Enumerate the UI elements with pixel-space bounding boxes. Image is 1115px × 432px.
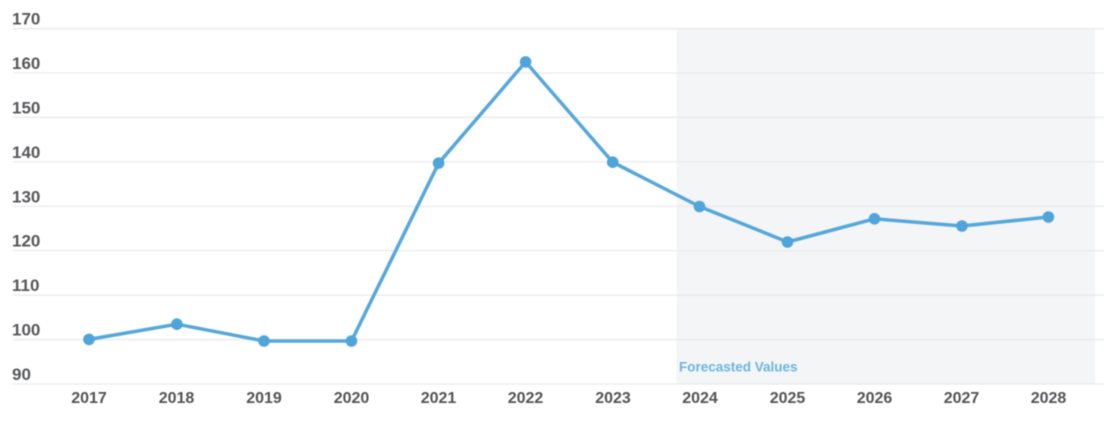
svg-text:120: 120 [12,232,40,251]
svg-text:2021: 2021 [421,390,457,407]
svg-text:2023: 2023 [595,390,631,407]
svg-text:90: 90 [12,365,31,384]
svg-text:100: 100 [12,321,40,340]
svg-text:140: 140 [12,143,40,162]
svg-text:2018: 2018 [159,390,195,407]
svg-text:2028: 2028 [1031,390,1067,407]
svg-text:2020: 2020 [334,390,370,407]
svg-text:2027: 2027 [944,390,980,407]
svg-text:2019: 2019 [246,390,282,407]
svg-text:2017: 2017 [71,390,107,407]
svg-text:2025: 2025 [770,390,806,407]
svg-text:130: 130 [12,187,40,206]
svg-text:150: 150 [12,98,40,117]
svg-text:Forecasted Values: Forecasted Values [679,360,798,375]
svg-text:2026: 2026 [857,390,893,407]
svg-text:110: 110 [12,276,39,295]
svg-text:160: 160 [12,54,40,73]
svg-text:170: 170 [12,10,40,29]
svg-text:2024: 2024 [682,390,718,407]
svg-text:2022: 2022 [508,390,544,407]
